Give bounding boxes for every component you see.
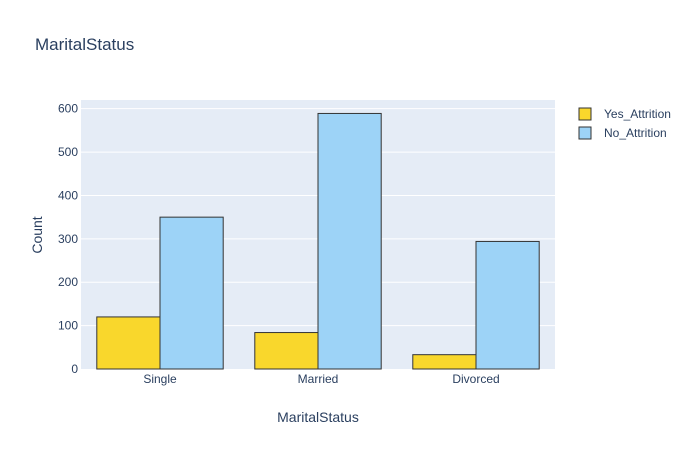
legend-label: Yes_Attrition [604, 107, 671, 121]
y-tick-label: 200 [58, 275, 78, 289]
legend-swatch [578, 107, 592, 121]
y-tick-label: 600 [58, 102, 78, 116]
bar-no-attrition-single[interactable] [159, 216, 224, 370]
y-tick-label: 0 [71, 362, 78, 376]
bar-yes-attrition-divorced[interactable] [412, 354, 477, 370]
legend-item-no-attrition[interactable]: No_Attrition [578, 126, 667, 140]
x-axis-ticks: Single Married Divorced [143, 372, 499, 386]
y-tick-label: 400 [58, 188, 78, 202]
chart-title: MaritalStatus [35, 35, 134, 54]
y-axis-title: Count [29, 216, 45, 253]
y-tick-label: 500 [58, 145, 78, 159]
y-tick-label: 100 [58, 319, 78, 333]
y-tick-label: 300 [58, 232, 78, 246]
y-axis-ticks: 0 100 200 300 400 500 600 [58, 102, 78, 376]
legend-swatch [578, 126, 592, 140]
x-tick-label: Single [143, 372, 177, 386]
x-tick-label: Married [298, 372, 339, 386]
bar-no-attrition-married[interactable] [317, 112, 382, 370]
x-axis-title: MaritalStatus [277, 409, 359, 425]
legend-label: No_Attrition [604, 126, 667, 140]
legend: Yes_Attrition No_Attrition [578, 107, 671, 140]
bars [96, 112, 540, 370]
legend-item-yes-attrition[interactable]: Yes_Attrition [578, 107, 671, 121]
bar-no-attrition-divorced[interactable] [475, 240, 540, 370]
bar-yes-attrition-single[interactable] [96, 316, 161, 370]
x-tick-label: Divorced [452, 372, 499, 386]
bar-yes-attrition-married[interactable] [254, 332, 319, 370]
